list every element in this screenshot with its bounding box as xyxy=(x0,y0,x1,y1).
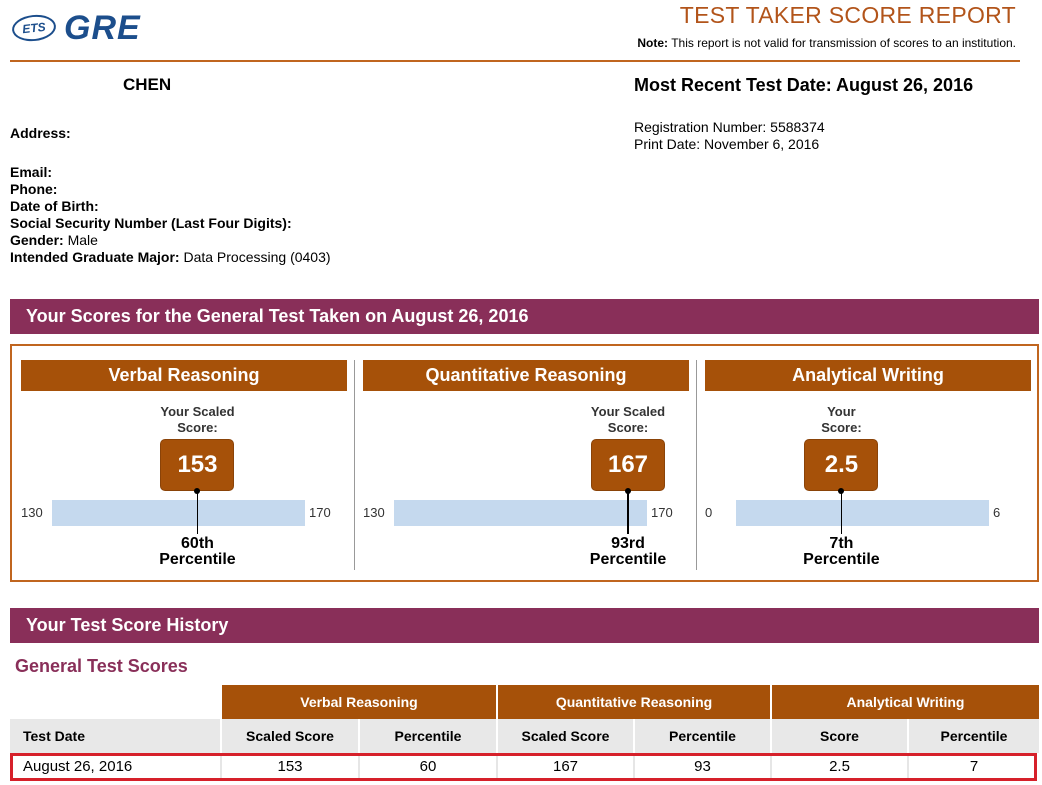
gender-label: Gender: xyxy=(10,232,64,248)
score-caption: Your Scaled Score: xyxy=(578,404,678,436)
group-header-quant: Quantitative Reasoning xyxy=(496,685,771,719)
score-caption: Your Score: xyxy=(791,404,891,436)
table-cell: 167 xyxy=(496,753,634,779)
dob-label: Date of Birth: xyxy=(10,198,99,214)
general-test-scores-heading: General Test Scores xyxy=(15,656,188,676)
range-max: 170 xyxy=(651,505,673,520)
table-cell: 93 xyxy=(633,753,771,779)
gre-logo: ETS GRE xyxy=(10,8,141,48)
table-column-header: Test Date Scaled Score Percentile Scaled… xyxy=(10,719,1039,753)
percentile-word: Percentile xyxy=(159,551,236,568)
column-header: Scaled Score xyxy=(496,719,634,753)
score-range-bar xyxy=(736,500,989,526)
percentile-value: 60th xyxy=(181,535,214,552)
score-panel: Analytical Writing Your Score: 2.5 0 6 7… xyxy=(705,360,1031,570)
range-min: 130 xyxy=(21,505,43,520)
table-cell: August 26, 2016 xyxy=(23,757,133,775)
blank-header-cell xyxy=(10,685,221,719)
range-max: 170 xyxy=(309,505,331,520)
print-date: Print Date: November 6, 2016 xyxy=(634,136,820,152)
scores-section-title: Your Scores for the General Test Taken o… xyxy=(10,299,1039,334)
candidate-details: Address: Email: Phone: Date of Birth: So… xyxy=(10,125,331,266)
table-cell: 60 xyxy=(358,753,497,779)
report-title: TEST TAKER SCORE REPORT xyxy=(679,2,1016,28)
panel-divider xyxy=(354,360,355,570)
header-divider xyxy=(10,60,1020,62)
score-caption: Your Scaled Score: xyxy=(147,404,247,436)
panel-title: Verbal Reasoning xyxy=(21,360,347,391)
score-value: 2.5 xyxy=(805,440,878,490)
score-needle xyxy=(196,490,199,534)
table-cell: 2.5 xyxy=(770,753,908,779)
registration-info: Registration Number: 5588374 Print Date:… xyxy=(634,119,825,153)
table-group-header: Verbal Reasoning Quantitative Reasoning … xyxy=(10,685,1039,719)
score-history-table: Verbal Reasoning Quantitative Reasoning … xyxy=(10,685,1039,779)
column-header: Percentile xyxy=(633,719,771,753)
score-range-bar xyxy=(394,500,647,526)
panel-title: Analytical Writing xyxy=(705,360,1031,391)
percentile-label: 7th Percentile xyxy=(786,536,896,568)
score-marker xyxy=(625,488,632,494)
range-max: 6 xyxy=(993,505,1001,520)
range-min: 0 xyxy=(705,505,713,520)
panel-title: Quantitative Reasoning xyxy=(363,360,689,391)
history-section-title: Your Test Score History xyxy=(10,608,1039,643)
percentile-value: 93rd xyxy=(611,535,645,552)
percentile-label: 60th Percentile xyxy=(142,536,252,568)
column-header: Score xyxy=(770,719,908,753)
most-recent-test-date: Most Recent Test Date: August 26, 2016 xyxy=(634,75,974,95)
score-value: 153 xyxy=(161,440,234,490)
score-panel: Quantitative Reasoning Your Scaled Score… xyxy=(363,360,689,570)
percentile-value: 7th xyxy=(829,535,854,552)
score-caption-line: Score: xyxy=(607,420,649,435)
note-label: Note: xyxy=(637,36,669,50)
percentile-word: Percentile xyxy=(803,551,880,568)
range-min: 130 xyxy=(363,505,385,520)
table-cell: 7 xyxy=(907,753,1039,779)
table-row: August 26, 2016 153 60 167 93 2.5 7 xyxy=(10,753,1039,779)
candidate-name: CHEN xyxy=(123,75,172,94)
score-caption-line: Score: xyxy=(177,420,218,435)
column-header: Scaled Score xyxy=(220,719,359,753)
column-header: Test Date xyxy=(10,719,221,753)
ets-logo-icon: ETS xyxy=(10,12,58,44)
phone-label: Phone: xyxy=(10,181,58,197)
scores-panel-group: Verbal Reasoning Your Scaled Score: 153 … xyxy=(10,344,1039,582)
score-caption-line: Your Scaled xyxy=(590,404,666,419)
group-header-writing: Analytical Writing xyxy=(770,685,1039,719)
ssn-label: Social Security Number (Last Four Digits… xyxy=(10,215,292,231)
table-cell: 153 xyxy=(220,753,359,779)
major-value: Data Processing (0403) xyxy=(183,249,331,265)
percentile-word: Percentile xyxy=(589,551,667,568)
gender-value: Male xyxy=(67,232,98,248)
column-header: Percentile xyxy=(907,719,1039,753)
address-label: Address: xyxy=(10,125,71,141)
score-range-bar xyxy=(52,500,305,526)
score-needle xyxy=(840,490,843,534)
score-marker xyxy=(838,488,845,494)
score-caption-line: Score: xyxy=(821,420,862,435)
score-caption-line: Your Scaled xyxy=(160,404,235,419)
score-value: 167 xyxy=(592,440,665,490)
report-note: Note: This report is not valid for trans… xyxy=(637,36,1016,50)
major-label: Intended Graduate Major: xyxy=(10,249,180,265)
score-caption-line: Your xyxy=(827,404,856,419)
group-header-verbal: Verbal Reasoning xyxy=(220,685,497,719)
note-text: This report is not valid for transmissio… xyxy=(671,36,1016,50)
score-marker xyxy=(194,488,201,494)
registration-number: Registration Number: 5588374 xyxy=(634,119,825,135)
score-needle xyxy=(627,490,629,534)
panel-divider xyxy=(696,360,697,570)
gre-wordmark: GRE xyxy=(64,8,141,47)
email-label: Email: xyxy=(10,164,53,180)
score-panel: Verbal Reasoning Your Scaled Score: 153 … xyxy=(21,360,347,570)
column-header: Percentile xyxy=(358,719,497,753)
percentile-label: 93rd Percentile xyxy=(573,536,683,568)
